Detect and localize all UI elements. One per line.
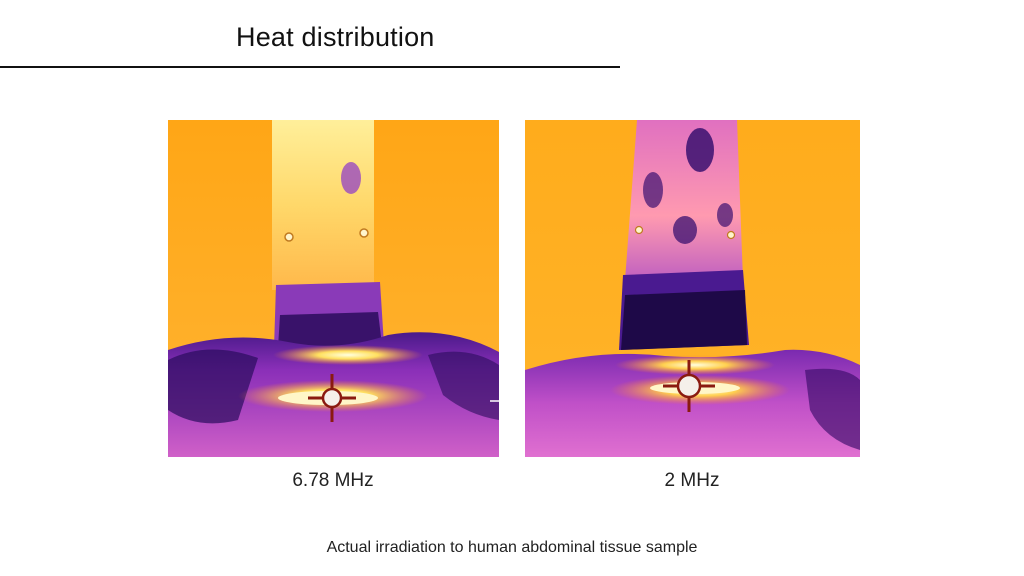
thermal-image-6-78mhz — [168, 120, 499, 457]
slide-title: Heat distribution — [236, 22, 435, 52]
thermal-image-2mhz — [525, 120, 860, 457]
frequency-label-right: 2 MHz — [664, 470, 720, 491]
title-underline — [0, 66, 620, 68]
frequency-label-left: 6.78 MHz — [292, 470, 374, 491]
slide-caption: Actual irradiation to human abdominal ti… — [326, 539, 698, 556]
